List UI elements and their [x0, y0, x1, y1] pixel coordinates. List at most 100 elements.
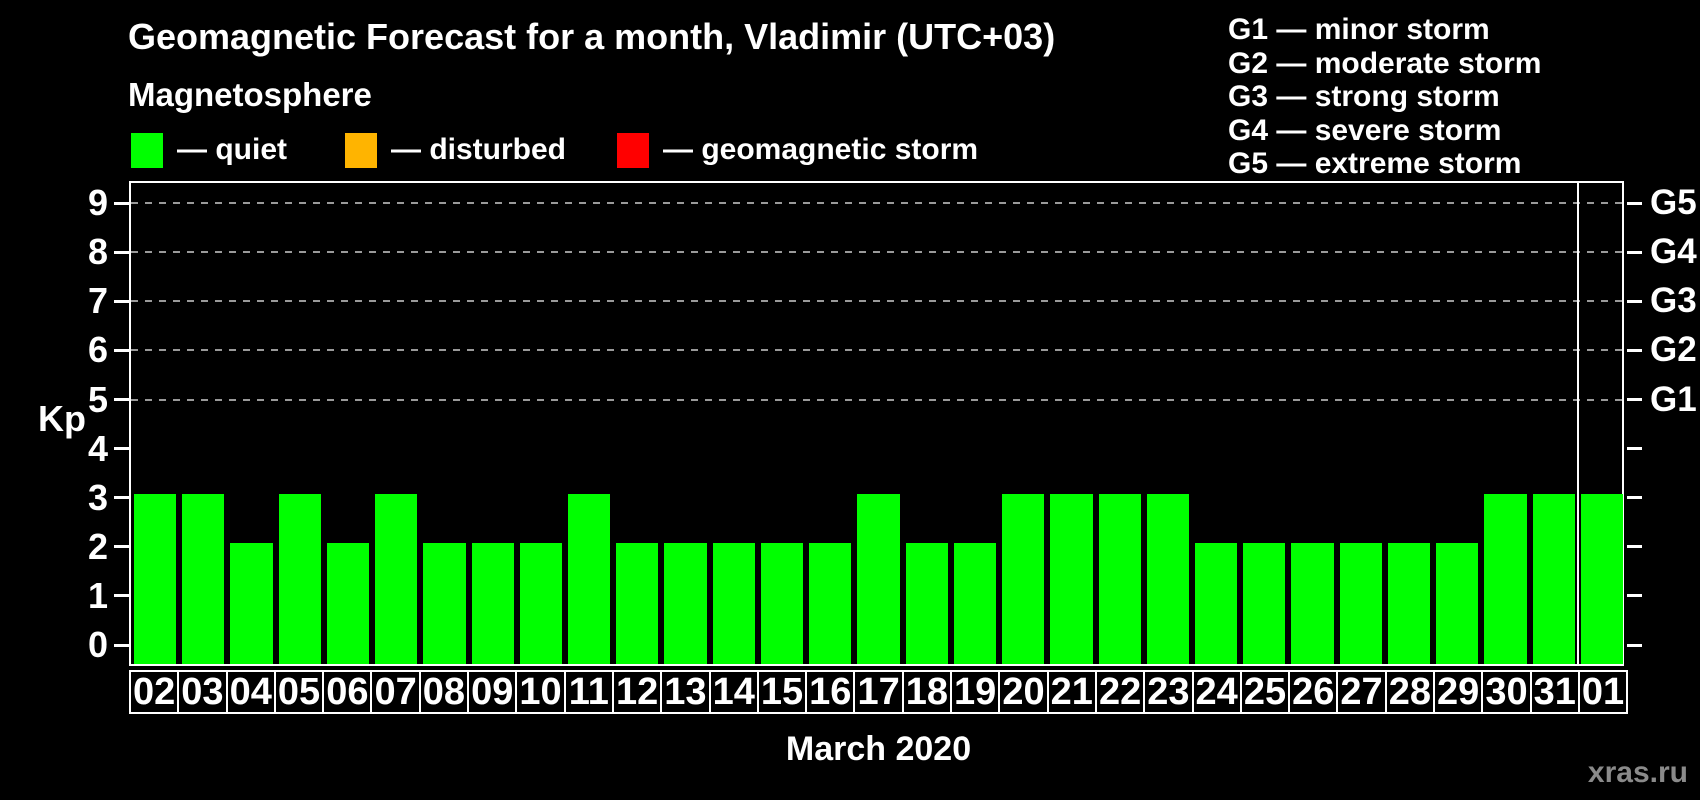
bar-day-18 [905, 542, 948, 664]
legend-item-disturbed-label: — disturbed [391, 133, 567, 166]
bar-day-12 [616, 542, 659, 664]
right-axis-label-G5: G5 [1650, 183, 1697, 223]
bar-day-07 [375, 493, 418, 664]
right-tick-1 [1627, 594, 1642, 598]
day-label-18: 18 [901, 670, 953, 714]
day-label-03: 03 [177, 670, 228, 714]
bar-day-01 [1580, 493, 1623, 664]
day-label-25: 25 [1239, 670, 1291, 714]
y-tick-8 [114, 250, 130, 254]
legend-item-storm-label: — geomagnetic storm [663, 133, 979, 166]
month-boundary-line [1577, 183, 1579, 664]
chart-title: Geomagnetic Forecast for a month, Vladim… [128, 16, 1056, 57]
day-label-29: 29 [1433, 670, 1484, 714]
day-label-02: 02 [129, 670, 180, 714]
day-label-11: 11 [563, 670, 614, 714]
bar-day-08 [423, 542, 466, 664]
y-tick-label-9: 9 [87, 182, 108, 224]
bar-day-17 [857, 493, 900, 664]
right-tick-4 [1627, 447, 1642, 451]
bar-day-03 [182, 493, 225, 664]
day-label-06: 06 [322, 670, 373, 714]
day-label-26: 26 [1288, 670, 1339, 714]
day-label-20: 20 [998, 670, 1049, 714]
day-label-15: 15 [756, 670, 808, 714]
bar-day-29 [1436, 542, 1479, 664]
right-tick-0 [1627, 643, 1642, 647]
bar-day-31 [1532, 493, 1575, 664]
y-tick-0 [114, 643, 130, 647]
bar-day-30 [1484, 493, 1527, 664]
gridline-kp-7 [131, 300, 1622, 303]
day-label-12: 12 [611, 670, 663, 714]
g-legend-line: G1 — minor storm [1228, 13, 1490, 46]
bar-day-09 [471, 542, 514, 664]
day-label-21: 21 [1046, 670, 1097, 714]
bar-day-23 [1146, 493, 1189, 664]
bar-day-22 [1098, 493, 1141, 664]
y-tick-3 [114, 496, 130, 500]
bar-day-27 [1339, 542, 1382, 664]
legend-item-quiet: — quiet [131, 132, 287, 168]
x-axis-day-labels: 02 03 04 05 06 07 08 09 10 11 12 13 14 15 16 17 18 19 20 21… [129, 670, 1629, 714]
y-tick-label-7: 7 [87, 280, 108, 322]
day-label-13: 13 [660, 670, 711, 714]
disturbed-color-swatch [345, 132, 377, 168]
bar-day-26 [1291, 542, 1334, 664]
magnetosphere-legend-title: Magnetosphere [128, 76, 372, 113]
day-label-16: 16 [805, 670, 856, 714]
day-label-07: 07 [370, 670, 421, 714]
y-tick-label-5: 5 [87, 378, 108, 420]
y-tick-2 [114, 545, 130, 549]
day-label-23: 23 [1143, 670, 1194, 714]
day-label-01: 01 [1577, 670, 1629, 714]
right-axis-label-G2: G2 [1650, 330, 1697, 370]
right-tick-5 [1627, 398, 1642, 401]
g-legend-line: G3 — strong storm [1228, 80, 1500, 113]
y-tick-7 [114, 299, 130, 303]
bar-day-15 [760, 542, 804, 664]
gridline-kp-6 [131, 349, 1622, 352]
y-tick-label-1: 1 [87, 574, 108, 616]
bar-day-20 [1002, 493, 1045, 664]
y-tick-label-3: 3 [87, 476, 108, 518]
storm-color-swatch [617, 132, 649, 168]
legend-item-storm: — geomagnetic storm [617, 132, 978, 168]
legend-item-disturbed: — disturbed [345, 132, 566, 168]
bar-day-04 [230, 542, 273, 664]
y-tick-9 [114, 201, 130, 205]
bar-day-11 [568, 493, 611, 664]
day-label-17: 17 [853, 670, 904, 714]
day-label-19: 19 [950, 670, 1001, 714]
right-tick-7 [1627, 299, 1642, 303]
bar-day-28 [1387, 542, 1431, 664]
day-label-24: 24 [1191, 670, 1242, 714]
y-tick-label-0: 0 [87, 624, 108, 665]
bar-day-10 [519, 542, 563, 664]
day-label-28: 28 [1384, 670, 1436, 714]
y-tick-label-8: 8 [87, 231, 108, 273]
day-label-27: 27 [1336, 670, 1387, 714]
y-axis-title: Kp [38, 398, 86, 439]
y-tick-4 [114, 447, 130, 451]
bar-day-14 [712, 542, 755, 664]
bar-day-24 [1194, 542, 1238, 664]
day-label-10: 10 [515, 670, 566, 714]
bar-day-16 [809, 542, 852, 664]
right-axis-label-G4: G4 [1650, 232, 1697, 272]
g-scale-legend: G1 — minor storm G2 — moderate storm G3 — … [1228, 13, 1541, 181]
day-label-09: 09 [467, 670, 518, 714]
bar-day-05 [278, 493, 321, 664]
legend-item-quiet-label: — quiet [177, 133, 287, 166]
bar-day-19 [953, 542, 997, 664]
day-label-22: 22 [1094, 670, 1146, 714]
x-axis-title: March 2020 [785, 730, 972, 768]
y-tick-label-4: 4 [87, 427, 108, 469]
bar-day-21 [1050, 493, 1093, 664]
right-axis-label-G3: G3 [1650, 281, 1697, 321]
day-label-04: 04 [225, 670, 276, 714]
day-label-08: 08 [418, 670, 470, 714]
day-label-14: 14 [708, 670, 759, 714]
g-legend-line: G2 — moderate storm [1228, 46, 1542, 80]
